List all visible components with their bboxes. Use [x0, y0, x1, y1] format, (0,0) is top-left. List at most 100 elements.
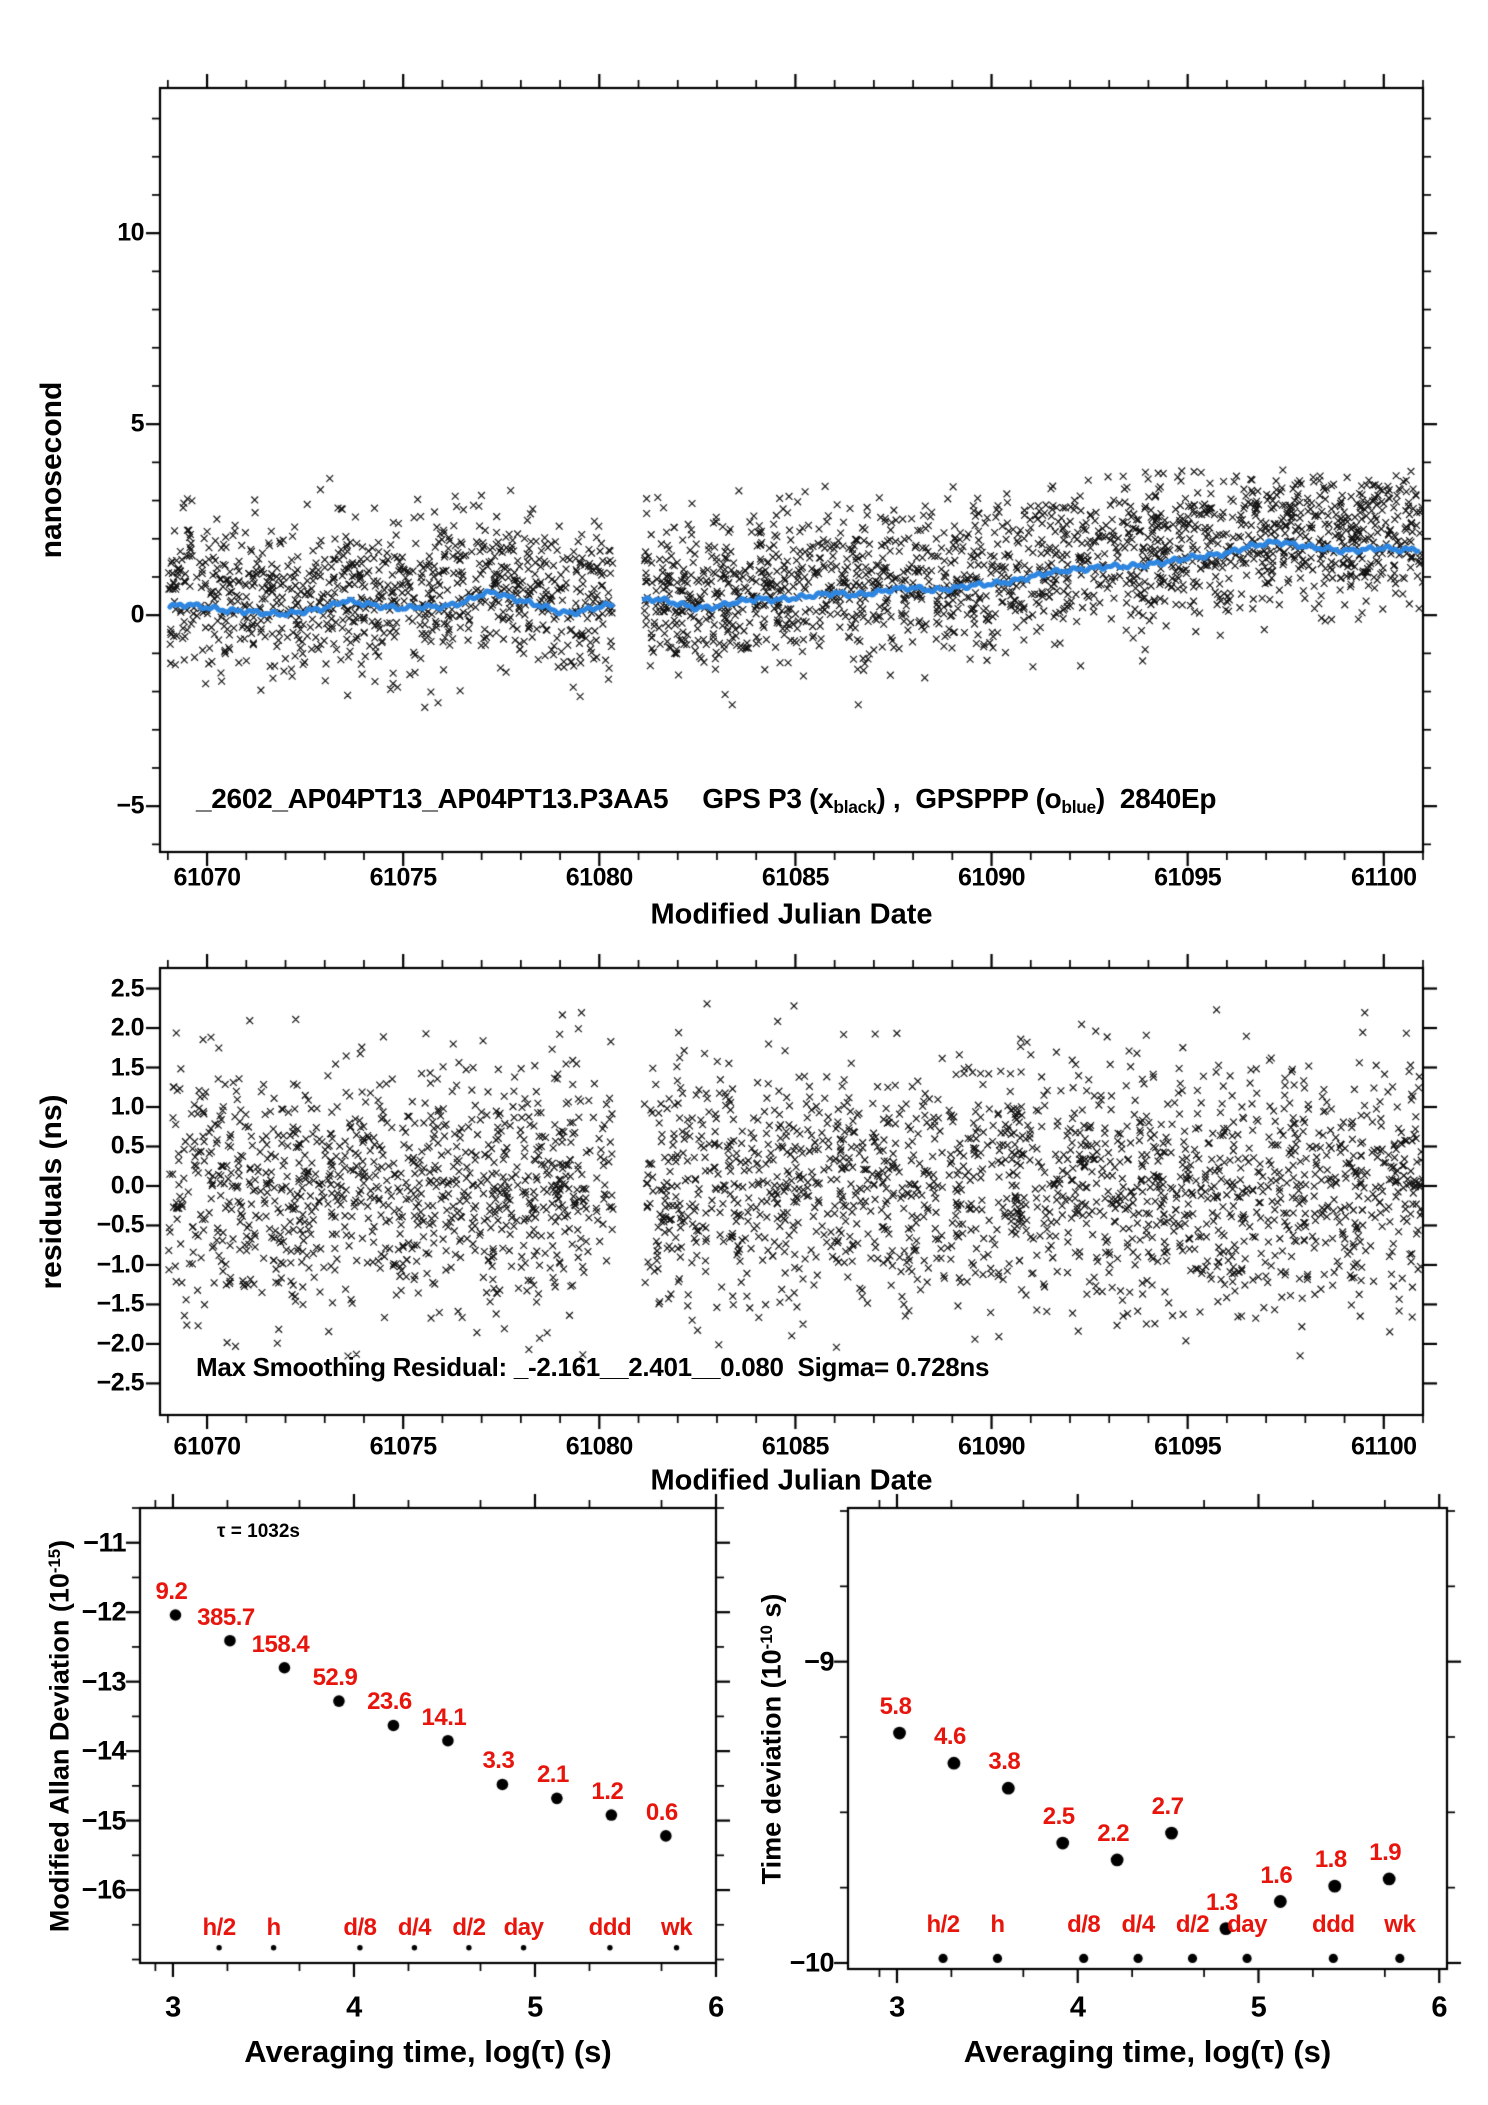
x-tick-label: 61090: [958, 1432, 1026, 1461]
x-tick-label: 6: [1431, 1991, 1448, 2024]
y-tick-label: −11: [83, 1527, 126, 1558]
tau-interval-label: ddd: [588, 1914, 632, 1942]
title-text-segment: GPS P3 (x: [702, 783, 834, 814]
mdev-panel-x-axis-title: Averaging time, log(τ) (s): [244, 2034, 612, 2069]
y-tick-label: −16: [81, 1874, 127, 1905]
x-tick-label: 3: [165, 1991, 181, 2024]
y-tick-label: −13: [81, 1666, 127, 1697]
y-tick-label: −1.5: [96, 1289, 145, 1318]
point-value-label: 158.4: [251, 1630, 310, 1658]
point-value-label: 3.8: [988, 1748, 1021, 1776]
tau-interval-label: day: [503, 1914, 544, 1942]
y-tick-label: −2.5: [96, 1368, 145, 1397]
y-tick-label: 1.0: [110, 1092, 145, 1121]
x-tick-label: 61080: [565, 1432, 634, 1461]
x-tick-label: 4: [1069, 1991, 1086, 2024]
point-value-label: 1.8: [1314, 1846, 1347, 1874]
y-tick-label: −1.0: [96, 1250, 145, 1279]
y-tick-label: 2.5: [110, 974, 145, 1003]
point-value-label: 2.7: [1151, 1793, 1184, 1821]
point-value-label: 2.1: [536, 1761, 569, 1789]
y-tick-label: 5: [130, 409, 145, 438]
tau-interval-label: d/4: [1121, 1911, 1156, 1939]
x-tick-label: 61070: [173, 863, 242, 892]
tau-interval-label: d/8: [1067, 1911, 1101, 1939]
max-smoothing-residual-text: Max Smoothing Residual: _-2.161__2.401__…: [196, 1352, 990, 1382]
title-subscript: black: [833, 797, 877, 818]
axis-title-segment: ): [44, 1539, 75, 1549]
x-tick-label: 61085: [761, 1432, 830, 1461]
tau-interval-label: d/2: [452, 1914, 486, 1942]
tau-interval-label: wk: [661, 1914, 693, 1942]
exponent-superscript: -10: [757, 1624, 777, 1649]
tau-interval-label: wk: [1384, 1911, 1416, 1939]
x-tick-label: 4: [346, 1991, 362, 2024]
top-panel-y-axis-title: nanosecond: [35, 381, 68, 559]
x-tick-label: 3: [889, 1991, 905, 2024]
tdev-panel-x-axis-title: Averaging time, log(τ) (s): [963, 2034, 1332, 2069]
point-value-label: 14.1: [421, 1703, 467, 1731]
x-tick-label: 61075: [369, 1432, 438, 1461]
y-tick-label: −10: [789, 1947, 835, 1978]
tau-interval-label: d/8: [343, 1914, 377, 1942]
x-tick-label: 6: [708, 1991, 724, 2024]
y-tick-label: −15: [81, 1805, 127, 1836]
tau-interval-label: h: [990, 1911, 1005, 1939]
x-tick-label: 61085: [761, 863, 830, 892]
x-tick-label: 61100: [1350, 1432, 1417, 1461]
point-value-label: 2.2: [1097, 1819, 1130, 1847]
x-tick-label: 61075: [369, 863, 438, 892]
mdev-panel-y-axis-title: Modified Allan Deviation (10-15): [45, 1539, 76, 1931]
point-value-label: 1.3: [1206, 1888, 1238, 1916]
residuals-panel-y-axis-title: residuals (ns): [35, 1093, 68, 1290]
title-text-segment: ) , GPSPPP (o: [876, 783, 1062, 814]
tau-interval-label: day: [1227, 1911, 1268, 1939]
axis-title-segment: Time deviation (10: [756, 1648, 787, 1884]
y-tick-label: 1.5: [110, 1053, 145, 1081]
y-tick-label: 0: [130, 600, 145, 629]
point-value-label: 3.3: [482, 1747, 515, 1775]
tdev-panel-y-axis-title: Time deviation (10-10 s): [757, 1593, 788, 1884]
point-value-label: 1.9: [1369, 1838, 1402, 1866]
point-value-label: 23.6: [367, 1688, 412, 1716]
title-subscript: blue: [1061, 797, 1096, 818]
y-tick-label: 2.0: [110, 1013, 145, 1042]
exponent-superscript: -15: [45, 1548, 65, 1573]
tau-interval-label: d/2: [1175, 1911, 1210, 1939]
x-tick-label: 61095: [1154, 863, 1222, 892]
point-value-label: 5.8: [879, 1693, 912, 1721]
tau-annotation: τ = 1032s: [217, 1521, 300, 1542]
x-tick-label: 61090: [958, 863, 1026, 892]
tau-interval-label: h: [266, 1914, 281, 1942]
x-tick-label: 61100: [1350, 863, 1417, 892]
x-tick-label: 61070: [173, 1432, 242, 1461]
top-panel-x-axis-title: Modified Julian Date: [650, 898, 933, 931]
axis-title-segment: s): [756, 1593, 787, 1625]
point-value-label: 4.6: [933, 1723, 966, 1751]
tau-interval-label: h/2: [202, 1914, 237, 1942]
point-value-label: 9.2: [155, 1577, 188, 1605]
y-tick-label: −14: [81, 1735, 127, 1766]
tau-interval-label: h/2: [926, 1911, 960, 1939]
y-tick-label: −2.0: [96, 1329, 145, 1358]
y-tick-label: 0.5: [110, 1131, 145, 1160]
y-tick-label: 10: [117, 218, 144, 247]
x-tick-label: 61080: [565, 863, 634, 892]
y-tick-label: −0.5: [96, 1210, 145, 1239]
tau-interval-label: d/4: [397, 1914, 432, 1942]
point-value-label: 2.5: [1042, 1803, 1075, 1831]
point-value-label: 385.7: [197, 1603, 255, 1631]
point-value-label: 52.9: [312, 1664, 358, 1692]
axis-title-segment: Modified Allan Deviation (10: [44, 1572, 75, 1932]
y-tick-label: 0.0: [110, 1171, 145, 1200]
tau-interval-label: ddd: [1312, 1911, 1355, 1939]
y-tick-label: −12: [81, 1596, 127, 1627]
title-text-segment: ) 2840Ep: [1095, 783, 1217, 814]
x-tick-label: 5: [1250, 1991, 1267, 2024]
x-tick-label: 5: [527, 1991, 543, 2024]
title-text-segment: _2602_AP04PT13_AP04PT13.P3AA5: [196, 783, 669, 814]
point-value-label: 0.6: [645, 1798, 678, 1826]
